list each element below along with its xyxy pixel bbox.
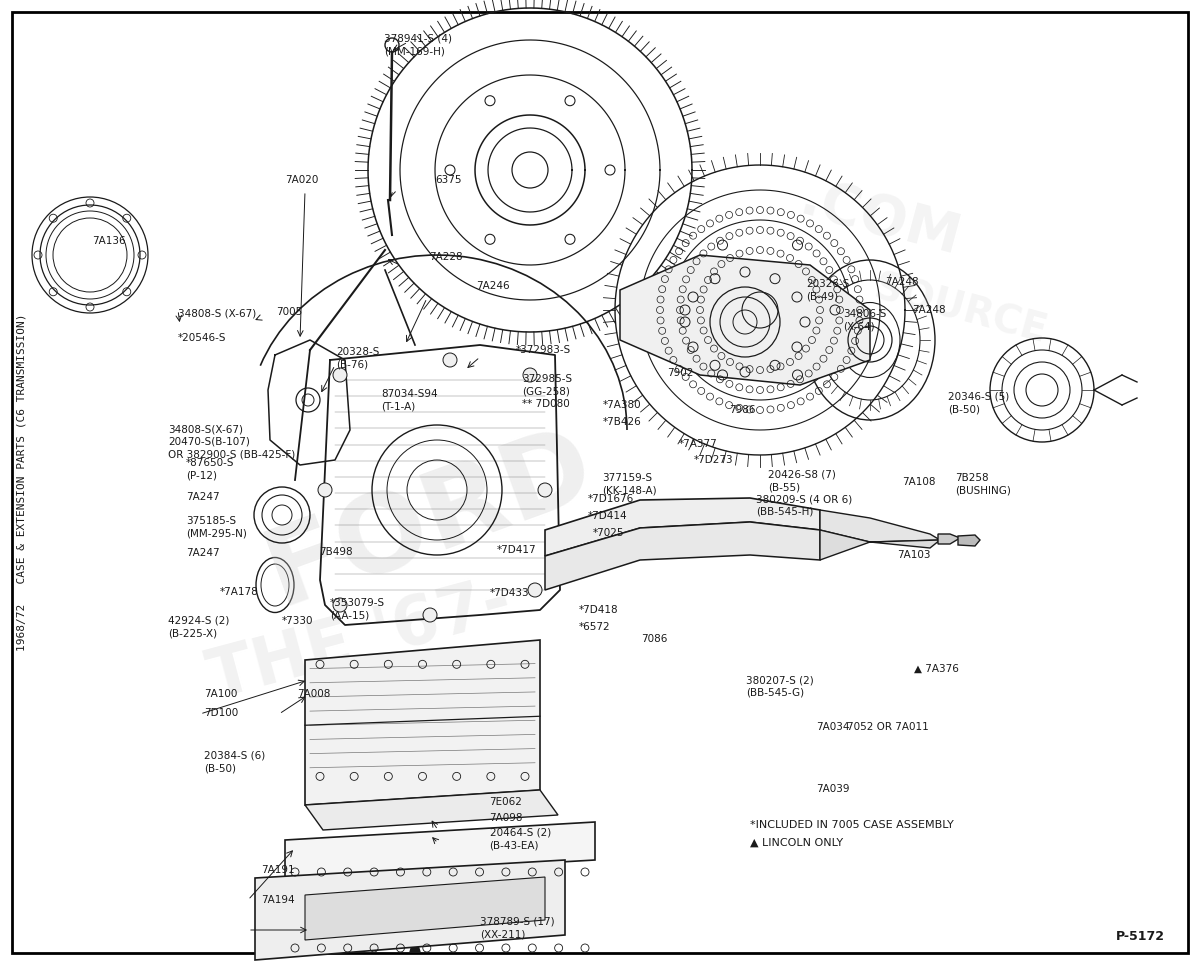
Text: *20546-S: *20546-S: [178, 333, 226, 343]
Text: 1968/72   CASE & EXTENSION PARTS (C6 TRANSMISSION): 1968/72 CASE & EXTENSION PARTS (C6 TRANS…: [17, 314, 28, 651]
Text: 7005: 7005: [276, 307, 302, 317]
Polygon shape: [545, 498, 820, 556]
Text: 7A248: 7A248: [886, 277, 919, 287]
Text: SOURCE: SOURCE: [869, 268, 1051, 351]
Text: 7902: 7902: [667, 368, 694, 377]
Text: THE '67-: THE '67-: [202, 567, 518, 712]
Polygon shape: [256, 860, 565, 960]
Text: 20384-S (6)
(B-50): 20384-S (6) (B-50): [204, 751, 265, 773]
Text: *7D433: *7D433: [490, 588, 529, 597]
Text: *7A380: *7A380: [602, 400, 641, 410]
Text: 7E062: 7E062: [490, 797, 522, 807]
Polygon shape: [938, 534, 960, 544]
Text: 7A191: 7A191: [262, 865, 295, 874]
Text: 7B498: 7B498: [319, 547, 353, 557]
Text: *87650-S
(P-12): *87650-S (P-12): [186, 458, 234, 481]
Text: 372985-S
(GG-258)
** 7D080: 372985-S (GG-258) ** 7D080: [522, 374, 572, 409]
Text: 380209-S (4 OR 6)
(BB-545-H): 380209-S (4 OR 6) (BB-545-H): [756, 494, 852, 516]
Circle shape: [538, 483, 552, 497]
Text: 20346-S (5)
(B-50): 20346-S (5) (B-50): [948, 392, 1009, 414]
Text: 7A034: 7A034: [816, 722, 850, 731]
Text: 7A136: 7A136: [92, 236, 126, 246]
Text: 7A098: 7A098: [490, 813, 523, 823]
Text: 34808-S(X-67)
20470-S(B-107)
OR 382900-S (BB-425-F): 34808-S(X-67) 20470-S(B-107) OR 382900-S…: [168, 425, 295, 459]
Text: *7B426: *7B426: [602, 417, 641, 427]
Circle shape: [334, 368, 347, 382]
Text: 34808-S (X-67): 34808-S (X-67): [178, 309, 256, 318]
Polygon shape: [545, 522, 820, 590]
Text: 7A246: 7A246: [476, 281, 510, 290]
Text: 7A100: 7A100: [204, 689, 238, 699]
Text: 7052 OR 7A011: 7052 OR 7A011: [847, 722, 929, 731]
Polygon shape: [820, 510, 940, 542]
Text: 378789-S (17)
(XX-211): 378789-S (17) (XX-211): [480, 917, 554, 939]
Text: 20326-S
(B-49): 20326-S (B-49): [806, 279, 850, 301]
Circle shape: [318, 483, 332, 497]
Circle shape: [443, 353, 457, 367]
Text: 378941-S (4)
(MM-169-H): 378941-S (4) (MM-169-H): [384, 34, 452, 56]
Text: 7A020: 7A020: [286, 175, 319, 184]
Text: 7A108: 7A108: [902, 477, 936, 486]
Text: 42924-S (2)
(B-225-X): 42924-S (2) (B-225-X): [168, 616, 229, 638]
Text: 7A008: 7A008: [298, 689, 331, 699]
Text: *7A377: *7A377: [679, 439, 718, 449]
Text: *7D418: *7D418: [578, 605, 618, 615]
Polygon shape: [410, 935, 420, 952]
Polygon shape: [305, 877, 545, 940]
Text: 7A103: 7A103: [898, 550, 931, 560]
Text: *7025: *7025: [593, 528, 624, 538]
Text: 7086: 7086: [641, 634, 667, 644]
Text: 20328-S
(B-76): 20328-S (B-76): [336, 347, 379, 370]
Text: FORD: FORD: [252, 412, 607, 628]
Text: *353079-S
(AA-15): *353079-S (AA-15): [330, 598, 385, 620]
Polygon shape: [286, 822, 595, 878]
Text: 7A247: 7A247: [186, 492, 220, 502]
Text: *7A178: *7A178: [220, 587, 258, 596]
Text: ▲ LINCOLN ONLY: ▲ LINCOLN ONLY: [750, 838, 844, 848]
Text: *7D1676: *7D1676: [588, 494, 635, 504]
Text: *7D273: *7D273: [694, 455, 733, 465]
Text: 34806-S
(X-64): 34806-S (X-64): [844, 309, 887, 331]
Text: 7A248: 7A248: [912, 305, 946, 315]
Text: 7A247: 7A247: [186, 548, 220, 558]
Text: 7A039: 7A039: [816, 784, 850, 793]
Text: 7A194: 7A194: [262, 895, 295, 904]
Text: .COM: .COM: [793, 173, 966, 267]
Text: 7B258
(BUSHING): 7B258 (BUSHING): [955, 473, 1012, 495]
Polygon shape: [820, 530, 940, 560]
Text: 377159-S
(KK-148-A): 377159-S (KK-148-A): [602, 473, 658, 495]
Text: 6375: 6375: [436, 175, 462, 184]
Polygon shape: [958, 535, 980, 546]
Text: *7D417: *7D417: [497, 545, 536, 555]
Text: *7330: *7330: [282, 616, 313, 625]
Circle shape: [528, 583, 542, 597]
Text: 20464-S (2)
(B-43-EA): 20464-S (2) (B-43-EA): [490, 828, 551, 850]
Polygon shape: [305, 640, 540, 805]
Circle shape: [424, 608, 437, 622]
Text: P-5172: P-5172: [1116, 930, 1165, 943]
Text: *7D414: *7D414: [588, 511, 628, 521]
Text: ▲ 7A376: ▲ 7A376: [914, 664, 959, 674]
Text: *INCLUDED IN 7005 CASE ASSEMBLY: *INCLUDED IN 7005 CASE ASSEMBLY: [750, 820, 954, 830]
Text: 7D100: 7D100: [204, 708, 239, 718]
Text: 87034-S94
(T-1-A): 87034-S94 (T-1-A): [382, 389, 438, 411]
Polygon shape: [620, 255, 870, 385]
Polygon shape: [305, 790, 558, 830]
Text: 7A228: 7A228: [430, 252, 463, 262]
Text: 20426-S8 (7)
(B-55): 20426-S8 (7) (B-55): [768, 470, 836, 492]
Text: 7986: 7986: [730, 405, 756, 415]
Text: *372983-S: *372983-S: [516, 345, 571, 354]
Circle shape: [334, 598, 347, 612]
Text: 380207-S (2)
(BB-545-G): 380207-S (2) (BB-545-G): [746, 676, 814, 698]
Circle shape: [523, 368, 538, 382]
Text: *6572: *6572: [578, 622, 610, 632]
Text: 375185-S
(MM-295-N): 375185-S (MM-295-N): [186, 516, 247, 538]
